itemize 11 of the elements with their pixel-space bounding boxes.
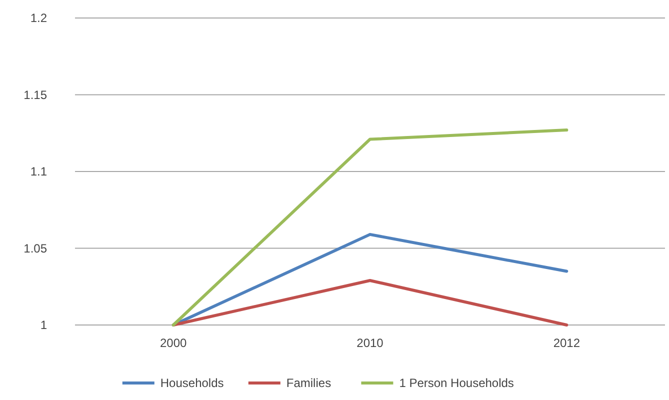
y-tick-label: 1 xyxy=(40,318,48,332)
legend-label: Families xyxy=(286,376,332,390)
x-tick-label: 2012 xyxy=(553,336,580,350)
x-tick-label: 2010 xyxy=(356,336,384,350)
legend-label: 1 Person Households xyxy=(399,376,514,390)
x-tick-label: 2000 xyxy=(160,336,188,350)
y-tick-label: 1.2 xyxy=(30,11,48,26)
y-tick-label: 1.05 xyxy=(24,241,48,256)
y-tick-label: 1.1 xyxy=(30,164,48,179)
y-tick-label: 1.15 xyxy=(24,88,48,102)
legend-label: Households xyxy=(160,376,224,390)
